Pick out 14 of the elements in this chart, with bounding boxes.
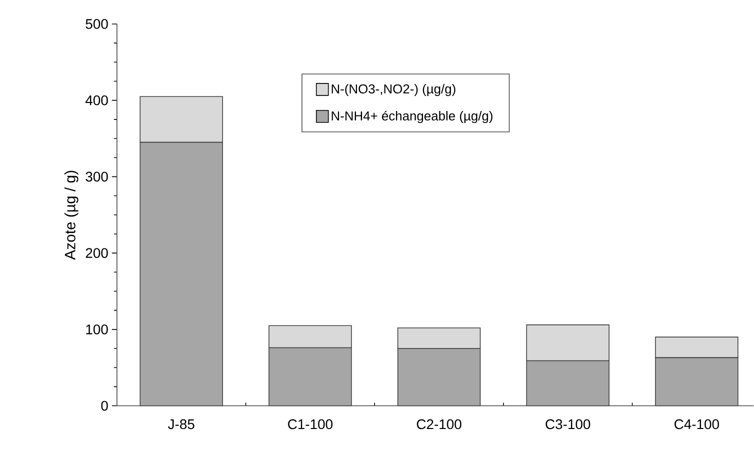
y-tick-label: 500 [86,19,108,30]
y-axis-title: Azote (µg / g) [64,170,78,260]
legend-label: N-(NO3-,NO2-) (µg/g) [332,84,456,96]
x-tick-label: C3-100 [546,419,590,430]
x-tick-label: J-85 [168,419,194,430]
y-tick-label: 200 [86,248,108,258]
y-tick-label: 0 [101,400,108,411]
x-tick-label: C2-100 [416,419,462,430]
legend-label: N-NH4+ échangeable (µg/g) [332,110,492,124]
y-tick-label: 300 [86,172,108,182]
x-tick-label: C1-100 [288,419,332,430]
y-tick-label: 100 [86,324,108,334]
x-tick-label: C4-100 [674,419,719,430]
y-tick-label: 400 [85,96,108,106]
